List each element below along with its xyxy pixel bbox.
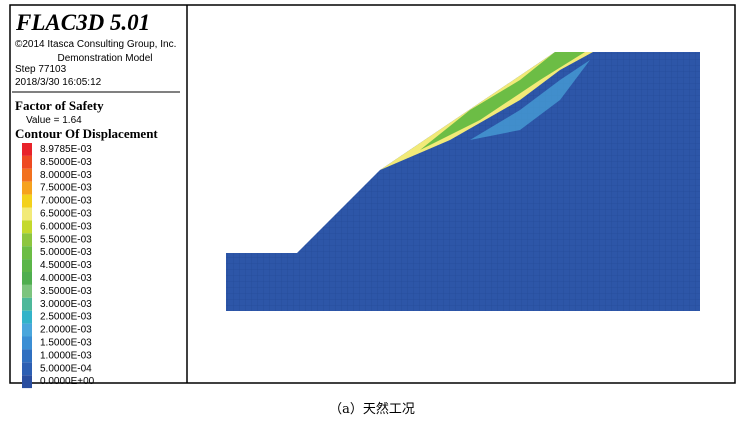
legend-swatch (22, 246, 32, 260)
legend-label: 5.5000E-03 (40, 234, 92, 245)
fos-value: Value = 1.64 (26, 115, 82, 126)
transition-zone (470, 60, 590, 140)
copyright: ©2014 Itasca Consulting Group, Inc. (15, 39, 176, 50)
legend-label: 2.5000E-03 (40, 312, 92, 323)
legend-swatch (22, 168, 32, 182)
slip-zone (420, 52, 585, 150)
caption: （a）天然工况 (329, 401, 415, 417)
legend-label: 7.5000E-03 (40, 183, 92, 194)
legend-swatch (22, 336, 32, 350)
legend-label: 5.0000E-04 (40, 363, 92, 374)
legend-swatch (22, 233, 32, 247)
legend-label: 6.0000E-03 (40, 221, 92, 232)
legend-label: 4.5000E-03 (40, 260, 92, 271)
legend-swatch (22, 259, 32, 272)
legend-swatch (22, 362, 32, 376)
step: Step 77103 (15, 64, 67, 75)
legend-swatch (22, 323, 32, 337)
title: FLAC3D 5.01 (15, 10, 150, 35)
frame (9, 4, 736, 384)
legend-swatch (22, 194, 32, 208)
legend: 8.9785E-03 8.5000E-03 8.0000E-03 7.5000E-03… (22, 143, 95, 389)
legend-label: 2.0000E-03 (40, 325, 92, 336)
legend-label: 3.0000E-03 (40, 299, 92, 310)
legend-label: 7.0000E-03 (40, 196, 92, 207)
legend-label: 8.9785E-03 (40, 144, 92, 155)
legend-label: 5.0000E-03 (40, 247, 92, 258)
legend-swatch (22, 220, 32, 234)
legend-swatch (22, 272, 32, 285)
model-name: Demonstration Model (57, 53, 152, 64)
legend-label: 8.5000E-03 (40, 157, 92, 168)
legend-label: 1.5000E-03 (40, 338, 92, 349)
legend-label: 4.0000E-03 (40, 273, 92, 284)
legend-label: 3.5000E-03 (40, 286, 92, 297)
legend-swatch (22, 143, 32, 156)
fos-title: Factor of Safety (15, 98, 104, 113)
legend-swatch (22, 297, 32, 311)
legend-swatch (22, 349, 32, 363)
legend-swatch (22, 207, 32, 221)
legend-label: 0.0000E+00 (40, 376, 95, 387)
legend-swatch (22, 284, 32, 298)
legend-label: 1.0000E-03 (40, 350, 92, 361)
model-view (226, 52, 700, 311)
contour-title: Contour Of Displacement (15, 126, 158, 141)
legend-swatch (22, 310, 32, 324)
date: 2018/3/30 16:05:12 (15, 77, 102, 88)
legend-swatch (22, 155, 32, 169)
legend-label: 8.0000E-03 (40, 170, 92, 181)
legend-swatch (22, 375, 32, 389)
model-mesh (226, 52, 700, 311)
legend-label: 6.5000E-03 (40, 209, 92, 220)
legend-swatch (22, 181, 32, 195)
